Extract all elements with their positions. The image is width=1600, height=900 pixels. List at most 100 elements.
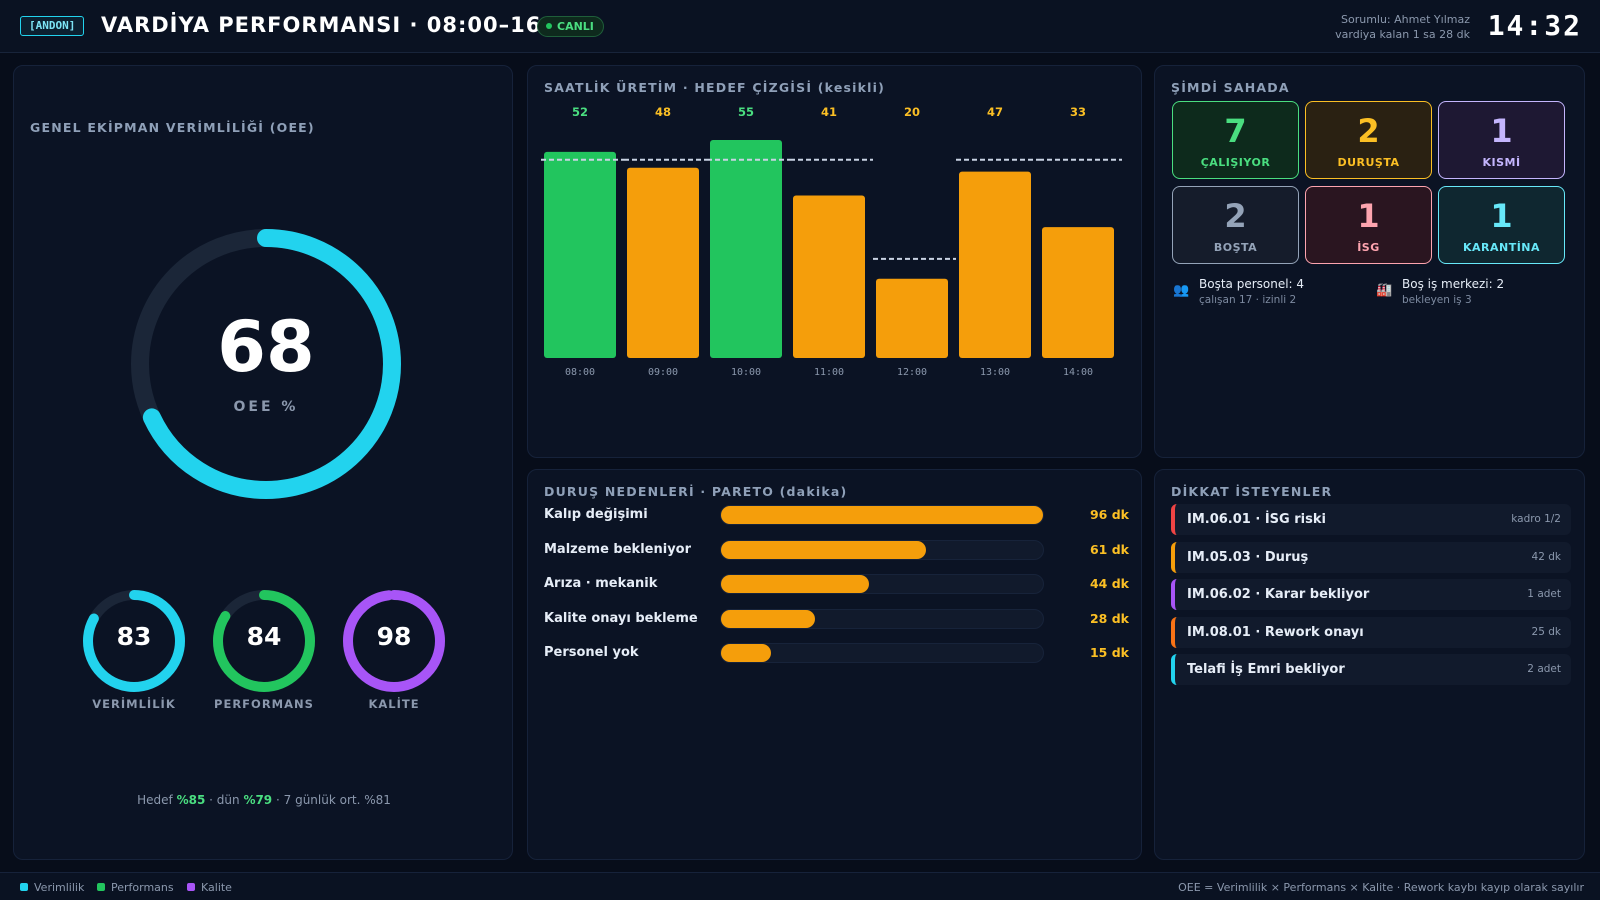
pareto-bar-track [720, 643, 1044, 663]
live-badge: CANLI [537, 16, 604, 37]
legend-swatch-performance [97, 883, 105, 891]
idle-center-detail: bekleyen iş 3 [1402, 294, 1472, 306]
oee-panel: GENEL EKİPMAN VERİMLİLİĞİ (OEE) 68 OEE %… [13, 65, 513, 860]
bar-value-label: 41 [821, 105, 837, 119]
oee-formula: OEE = Verimlilik × Performans × Kalite ·… [1178, 881, 1584, 894]
status-card[interactable]: 2 BOŞTA [1172, 186, 1299, 264]
bar-10:00 [710, 139, 782, 358]
x-tick-label: 08:00 [565, 367, 595, 378]
target-summary: Hedef %85 · dün %79 · 7 günlük ort. %81 [14, 793, 514, 807]
status-count: 1 [1490, 197, 1513, 235]
pareto-value: 44 dk [1089, 576, 1129, 591]
bar-11:00 [793, 195, 865, 358]
status-count: 1 [1490, 112, 1513, 150]
legend-efficiency-label: Verimlilik [34, 881, 85, 894]
quality-gauge [343, 590, 445, 692]
attention-panel: DİKKAT İSTEYENLER IM.06.01 · İSG riski ka… [1154, 469, 1585, 860]
weekly-average: · 7 günlük ort. %81 [276, 793, 391, 807]
pareto-value: 61 dk [1089, 541, 1129, 557]
attention-item[interactable]: IM.06.01 · İSG riski kadro 1/2 [1171, 504, 1571, 535]
oee-value: 68 [217, 306, 315, 388]
bar-value-label: 52 [572, 105, 588, 119]
efficiency-value: 83 [116, 622, 152, 651]
pareto-title: DURUŞ NEDENLERİ · PARETO (dakika) [544, 484, 848, 499]
idle-personnel-detail: çalışan 17 · izinli 2 [1199, 294, 1297, 306]
hourly-production-panel: 52 08:00 48 09:00 55 10:00 41 11:00 20 12:00 47 13:… [527, 65, 1142, 458]
andon-tag: [ANDON] [20, 16, 85, 36]
status-label: ÇALIŞIYOR [1200, 156, 1271, 169]
pareto-label: Personel yok [544, 645, 639, 660]
pareto-row: Personel yok 15 dk [544, 641, 1129, 665]
attention-item[interactable]: Telafi İş Emri bekliyor 2 adet [1171, 654, 1571, 685]
quality-label: KALİTE [368, 697, 420, 711]
field-title: ŞİMDİ SAHADA [1171, 80, 1290, 95]
status-count: 1 [1357, 197, 1380, 235]
pareto-value: 96 dk [1089, 507, 1129, 522]
pareto-bar [721, 506, 1043, 524]
bar-13:00 [959, 171, 1031, 358]
attention-item-title: IM.08.01 · Rework onayı [1187, 624, 1364, 640]
yesterday-prefix: · dün [209, 793, 240, 807]
pareto-label: Malzeme bekleniyor [544, 541, 692, 557]
bar-value-label: 55 [738, 105, 754, 119]
target-value: %85 [176, 793, 206, 807]
x-tick-label: 11:00 [814, 367, 844, 378]
attention-item-meta: kadro 1/2 [1511, 513, 1561, 525]
attention-item[interactable]: IM.05.03 · Duruş 42 dk [1171, 541, 1571, 573]
status-label: KARANTİNA [1462, 241, 1541, 254]
pareto-row: Kalıp değişimi 96 dk [544, 503, 1129, 527]
page-title: VARDİYA PERFORMANSI · 08:00–16:00 [101, 13, 582, 37]
status-card[interactable]: 1 İSG [1305, 186, 1432, 264]
status-card[interactable]: 2 DURUŞTA [1305, 101, 1432, 179]
performance-label: PERFORMANS [214, 697, 314, 711]
pareto-bar-track [720, 608, 1044, 629]
field-status-panel: ŞİMDİ SAHADA 7 ÇALIŞIYOR 2 DURUŞTA 1 KISMİ 2 BO… [1154, 65, 1585, 458]
idle-center-label: Boş iş merkezi: 2 [1402, 277, 1505, 291]
pareto-label: Kalite onayı bekleme [544, 610, 698, 626]
attention-item-meta: 1 adet [1527, 588, 1561, 600]
status-card[interactable]: 1 KARANTİNA [1438, 186, 1565, 264]
bar-value-label: 47 [987, 105, 1003, 119]
pareto-value: 28 dk [1089, 610, 1129, 626]
hourly-title: SAATLİK ÜRETİM · HEDEF ÇİZGİSİ (kesikli) [544, 80, 886, 95]
attention-item[interactable]: IM.08.01 · Rework onayı 25 dk [1171, 616, 1571, 648]
pareto-row: Kalite onayı bekleme 28 dk [544, 607, 1129, 631]
bar-09:00 [627, 167, 699, 358]
live-dot-icon [546, 23, 552, 29]
oee-gauge [131, 229, 401, 499]
bar-value-label: 33 [1070, 105, 1086, 119]
pareto-label: Kalıp değişimi [544, 507, 648, 522]
clock: 14:32 [1487, 9, 1582, 42]
performance-gauge [213, 590, 315, 692]
oee-label: OEE % [233, 399, 299, 415]
legend-swatch-efficiency [20, 883, 28, 891]
x-tick-label: 09:00 [648, 367, 678, 378]
yesterday-value: %79 [243, 793, 273, 807]
pareto-bar-track [720, 574, 1044, 594]
status-card[interactable]: 7 ÇALIŞIYOR [1172, 101, 1299, 179]
legend-performance-label: Performans [111, 881, 174, 894]
legend-performance: Performans [97, 881, 174, 894]
efficiency-gauge [83, 590, 185, 692]
live-label: CANLI [557, 20, 594, 33]
pareto-row: Malzeme bekleniyor 61 dk [544, 538, 1129, 562]
attention-item-title: Telafi İş Emri bekliyor [1187, 662, 1345, 677]
bar-14:00 [1042, 227, 1114, 358]
legend-quality-label: Kalite [201, 881, 232, 894]
attention-item-meta: 42 dk [1531, 550, 1561, 563]
status-card[interactable]: 1 KISMİ [1438, 101, 1565, 179]
x-tick-label: 13:00 [980, 367, 1010, 378]
footer-bar: Verimlilik Performans Kalite OEE = Verim… [0, 872, 1600, 900]
pareto-bar [721, 575, 869, 593]
quality-value: 98 [376, 622, 412, 651]
top-bar: [ANDON] VARDİYA PERFORMANSI · 08:00–16:0… [0, 0, 1600, 53]
attention-item[interactable]: IM.06.02 · Karar bekliyor 1 adet [1171, 579, 1571, 610]
performance-gauge-arc [213, 590, 315, 692]
efficiency-gauge-arc [83, 590, 185, 692]
oee-title: GENEL EKİPMAN VERİMLİLİĞİ (OEE) [30, 120, 315, 135]
oee-gauge-arc [131, 229, 401, 499]
pareto-label: Arıza · mekanik [544, 576, 658, 591]
status-label: BOŞTA [1213, 241, 1258, 254]
bar-08:00 [544, 151, 616, 358]
pareto-value: 15 dk [1089, 645, 1129, 660]
